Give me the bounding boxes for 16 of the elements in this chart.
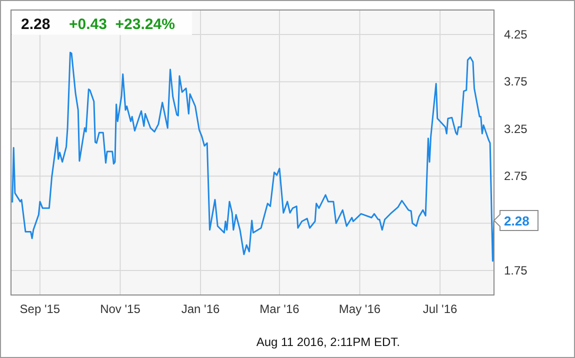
x-tick-label: Jan '16 [181, 302, 220, 316]
y-tick-label: 3.25 [504, 122, 528, 136]
chart-subtitle: +0.43 +23.24% [69, 16, 175, 33]
x-tick-label: May '16 [338, 302, 381, 316]
chart-title: 2.28 [21, 16, 50, 33]
annotation: 2.28 [504, 213, 530, 228]
x-tick-label: Sep '15 [20, 302, 60, 316]
x-tick-label: Jul '16 [422, 302, 458, 316]
x-tick-label: Mar '16 [260, 302, 300, 316]
x-tick-label: Nov '15 [100, 302, 141, 316]
y-tick-label: 1.75 [504, 263, 528, 278]
y-tick-label: 2.75 [504, 169, 528, 184]
y-tick-label: 4.25 [504, 28, 528, 42]
text: Aug 11 2016, 2:11PM EDT. [256, 335, 400, 349]
line-series [12, 52, 494, 262]
y-tick-label: 3.75 [504, 74, 528, 89]
